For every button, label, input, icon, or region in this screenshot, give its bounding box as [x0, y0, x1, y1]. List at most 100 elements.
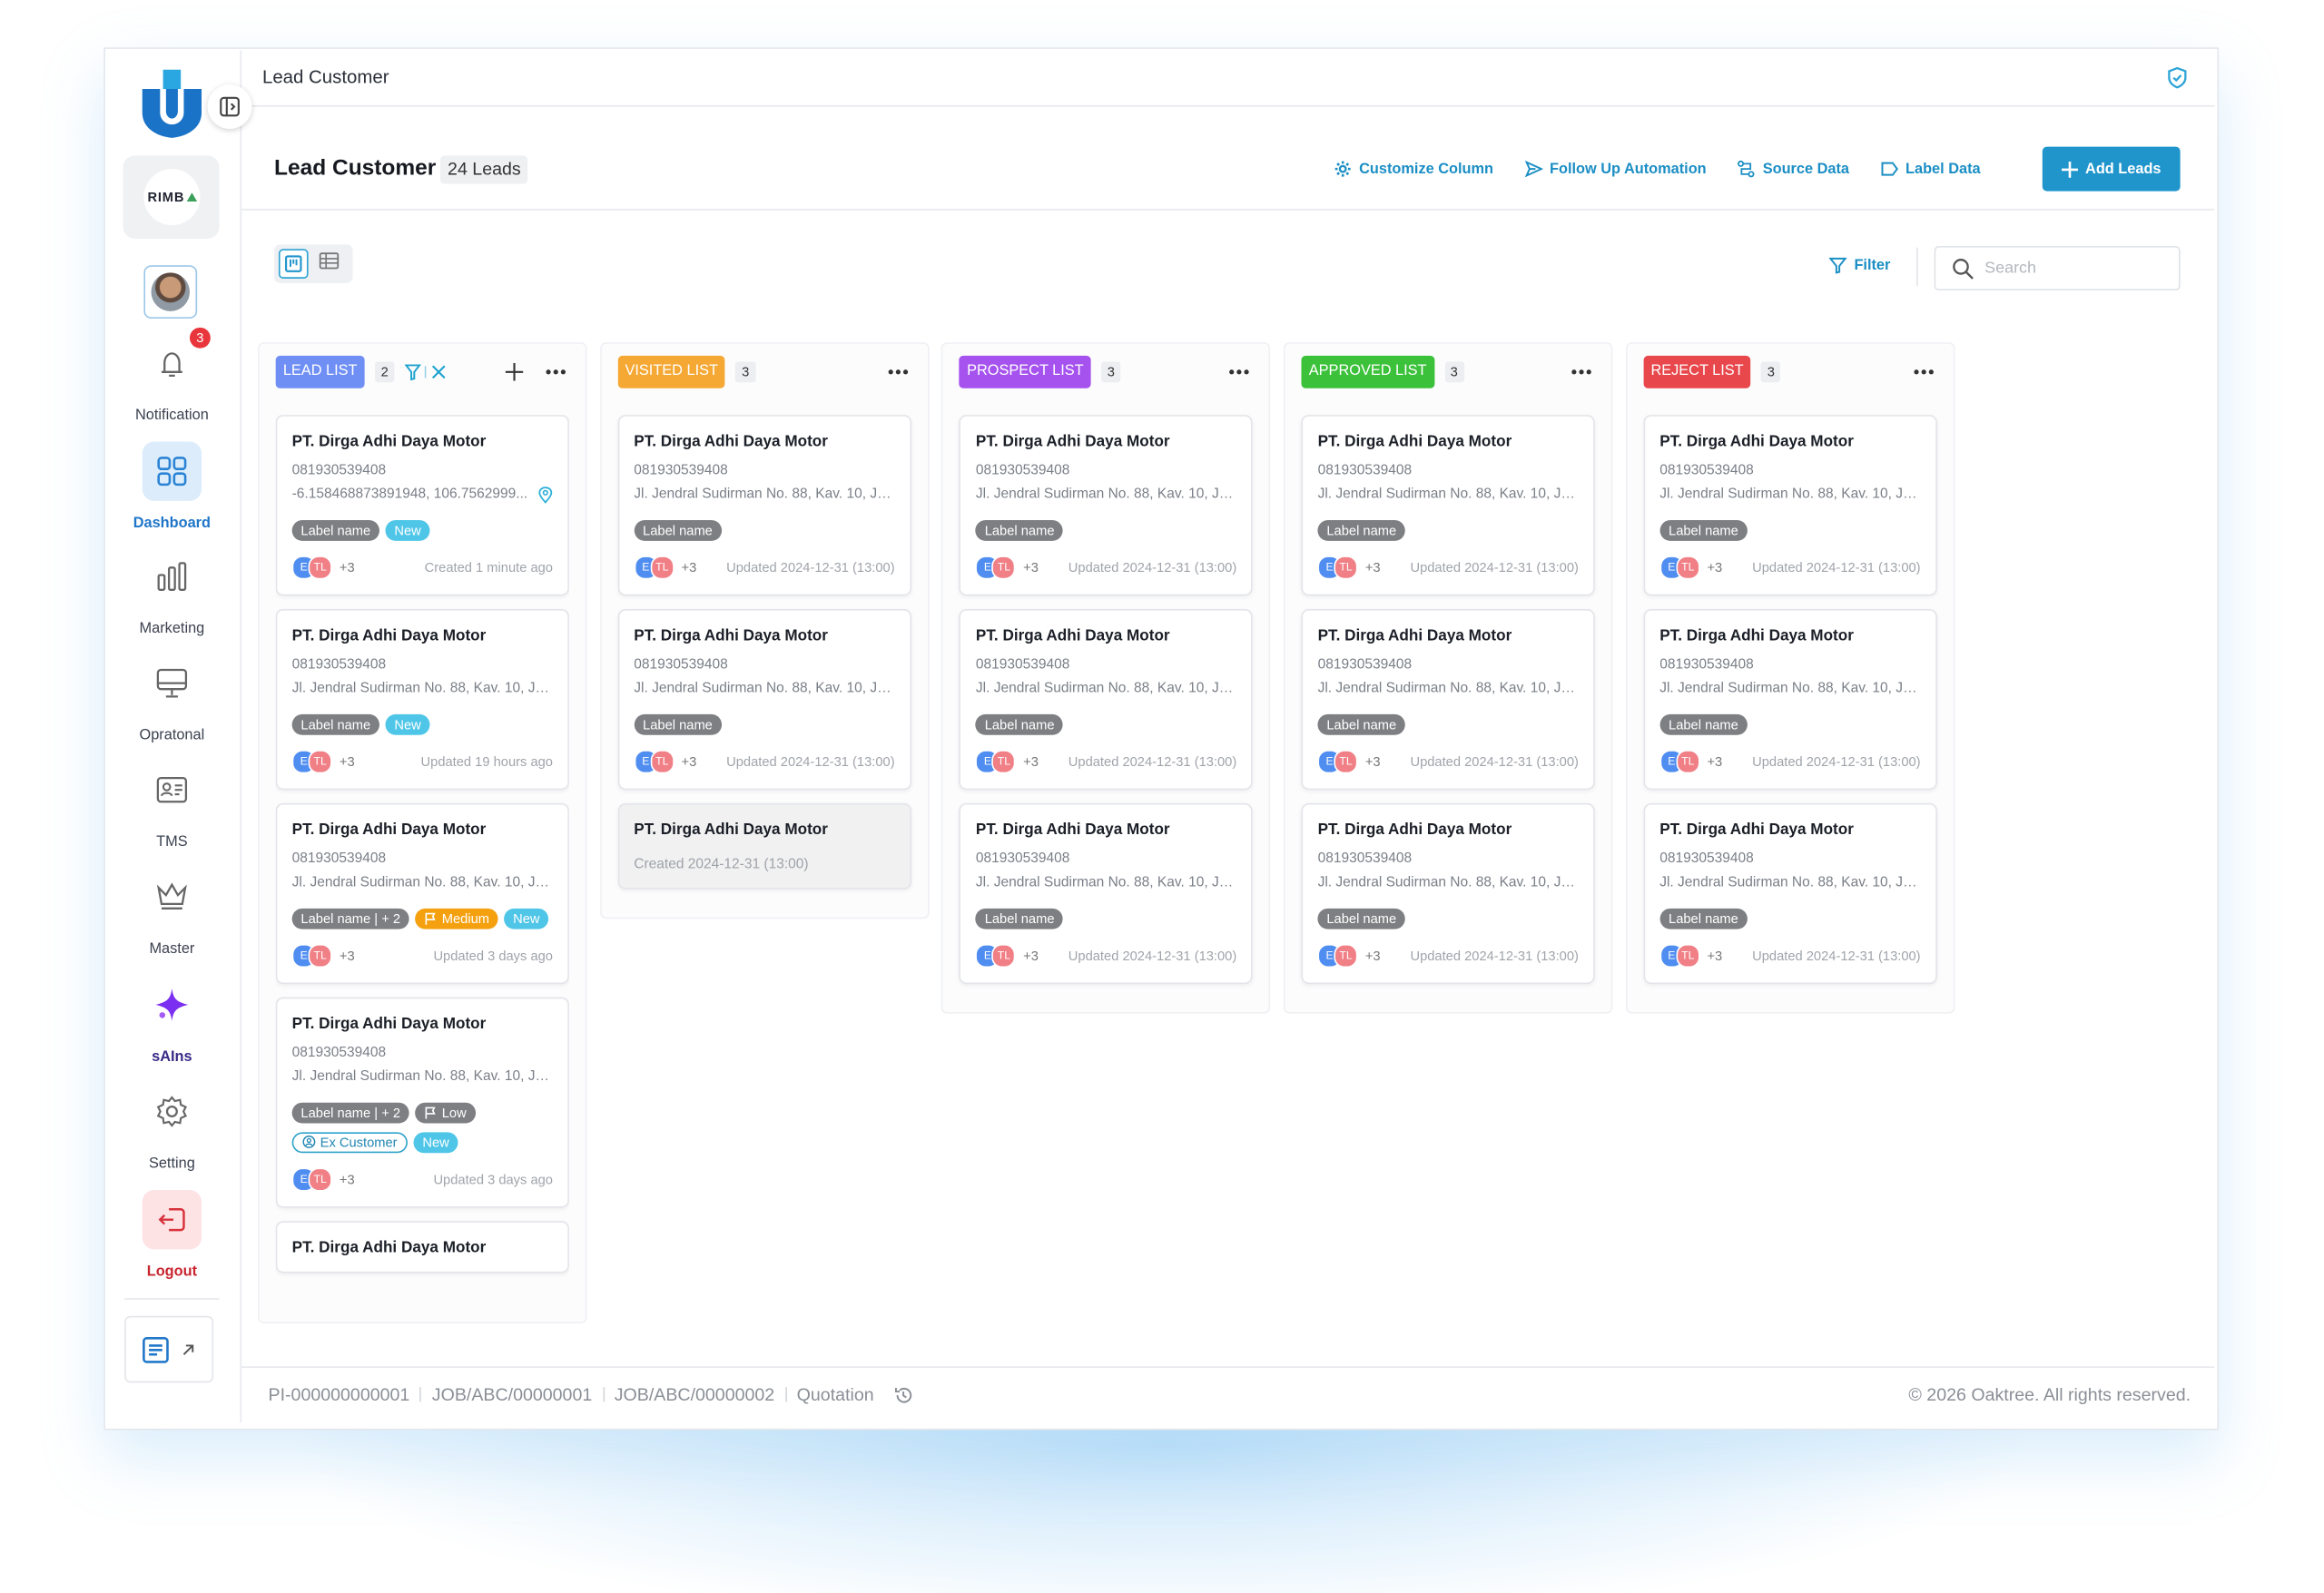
label-list: Label name	[1659, 713, 1920, 735]
add-card-button	[505, 362, 524, 381]
column-header: LEAD LIST 2	[275, 354, 569, 389]
lead-card[interactable]: PT. Dirga Adhi Daya Motor 081930539408 Jl.…	[959, 609, 1254, 791]
nav-item[interactable]: sAIns	[124, 975, 219, 1066]
main-panel	[240, 50, 2215, 1423]
address-row: Jl. Jendral Sudirman No. 88, Kav. 10, Ja…	[292, 1067, 553, 1088]
label-tag: Label name	[291, 713, 380, 735]
address: Jl. Jendral Sudirman No. 88, Kav. 10, Ja…	[1317, 680, 1579, 697]
company-name: PT. Dirga Adhi Daya Motor	[1659, 626, 1854, 645]
label-tag: Medium	[415, 908, 498, 929]
separator	[602, 1387, 605, 1402]
nav-item[interactable]: Setting	[124, 1082, 219, 1172]
icon-part	[1236, 369, 1243, 375]
toolbar-action[interactable]: Follow Up Automation	[1524, 157, 1707, 181]
label-tag: New	[385, 713, 430, 735]
label-text: Label name	[643, 717, 713, 733]
label-tag: Label name	[634, 520, 722, 541]
icon-part	[425, 1106, 436, 1119]
toolbar-action[interactable]: Label Data	[1880, 157, 1981, 181]
icon-part	[305, 1143, 313, 1146]
lead-card[interactable]: PT. Dirga Adhi Daya Motor 081930539408 Jl.…	[1301, 802, 1595, 985]
icon-part	[1828, 257, 1847, 274]
nav-item[interactable]: Notification	[124, 333, 219, 424]
timestamp: Updated 2024-12-31 (13:00)	[726, 754, 895, 770]
action-label: Follow Up Automation	[1550, 161, 1707, 178]
icon-part	[172, 472, 187, 487]
filter-icon	[1828, 257, 1847, 274]
lead-card[interactable]: PT. Dirga Adhi Daya Motor 081930539408 Jl.…	[1301, 609, 1595, 791]
icon-part	[1914, 369, 1919, 375]
table-view-button[interactable]	[319, 251, 340, 277]
card-footer: E TL +3 Updated 2024-12-31 (13:00)	[1317, 748, 1579, 774]
lead-card[interactable]: PT. Dirga Adhi Daya Motor 081930539408 Jl.…	[275, 997, 569, 1208]
nav-icon-box	[142, 441, 202, 501]
board-column: LEAD LIST 2 PT. Dirga Adhi Daya Motor 08193…	[258, 342, 587, 1323]
card-footer: E TL +3 Updated 2024-12-31 (13:00)	[1659, 555, 1921, 581]
address: -6.158468873891948, 106.7562999...	[291, 486, 528, 503]
icon-part	[302, 1136, 316, 1148]
nav-item[interactable]: Dashboard	[124, 441, 219, 533]
card-footer: E TL +3 Updated 19 hours ago	[291, 748, 553, 774]
card-footer: E TL +3 Updated 2024-12-31 (13:00)	[1317, 942, 1579, 969]
action-label: Label Data	[1905, 161, 1981, 178]
action-label: Customize Column	[1359, 161, 1493, 178]
lead-card[interactable]: PT. Dirga Adhi Daya Motor 081930539408 Jl.…	[1643, 609, 1937, 791]
label-tag: Label name	[975, 520, 1064, 541]
board-column: REJECT LIST 3 PT. Dirga Adhi Daya Motor 081…	[1625, 342, 1955, 1014]
card-footer: E TL +3 Updated 2024-12-31 (13:00)	[975, 942, 1237, 969]
lead-card[interactable]: PT. Dirga Adhi Daya Motor 081930539408 Jl.…	[959, 415, 1254, 596]
lead-card[interactable]: PT. Dirga Adhi Daya Motor Created 2024-12…	[617, 802, 911, 890]
timestamp: Updated 2024-12-31 (13:00)	[1068, 560, 1237, 575]
nav-item[interactable]: Master	[124, 867, 219, 958]
timestamp: Created 2024-12-31 (13:00)	[634, 856, 809, 873]
collapse-button[interactable]	[207, 84, 252, 130]
lead-card[interactable]: PT. Dirga Adhi Daya Motor 081930539408 -6.…	[275, 415, 569, 596]
docs-button[interactable]	[124, 1315, 214, 1383]
icon-part	[1738, 160, 1745, 167]
plus-icon	[2061, 161, 2078, 178]
icon-part	[161, 352, 182, 378]
nav-item[interactable]: Opratonal	[124, 654, 219, 744]
lead-card[interactable]: PT. Dirga Adhi Daya Motor 081930539408 Jl.…	[1643, 802, 1937, 985]
lead-card[interactable]: PT. Dirga Adhi Daya Motor 081930539408 Jl.…	[617, 609, 911, 791]
label-tag: Label name	[1659, 908, 1748, 929]
lead-card[interactable]: PT. Dirga Adhi Daya Motor 081930539408 Jl.…	[275, 609, 569, 791]
search-box[interactable]: Search	[1934, 246, 2181, 290]
lead-card[interactable]: PT. Dirga Adhi Daya Motor 081930539408 Jl.…	[1643, 415, 1937, 596]
lead-card[interactable]: PT. Dirga Adhi Daya Motor 081930539408 Jl.…	[959, 802, 1254, 985]
label-tag: New	[385, 520, 430, 541]
icon-part	[1953, 258, 1969, 274]
toolbar-action[interactable]: Source Data	[1738, 157, 1849, 181]
nav-item[interactable]: TMS	[124, 761, 219, 851]
icon-part	[432, 365, 446, 379]
icon-part	[1571, 369, 1591, 375]
filter-button[interactable]: Filter	[1828, 256, 1890, 274]
label-text: New	[394, 717, 421, 733]
company-name: PT. Dirga Adhi Daya Motor	[1659, 432, 1854, 451]
toolbar-action[interactable]: Customize Column	[1334, 157, 1493, 181]
profile[interactable]	[143, 265, 198, 320]
column-menu	[1913, 369, 1934, 376]
kanban-view-button[interactable]	[278, 249, 309, 279]
timestamp: Updated 2024-12-31 (13:00)	[1068, 948, 1237, 964]
more-assignees: +3	[1364, 754, 1381, 770]
nav-label: Dashboard	[133, 516, 212, 533]
lead-card[interactable]: PT. Dirga Adhi Daya Motor	[275, 1221, 569, 1273]
address-row: Jl. Jendral Sudirman No. 88, Kav. 10, Ja…	[634, 679, 894, 700]
lead-card[interactable]: PT. Dirga Adhi Daya Motor 081930539408 Jl.…	[617, 415, 911, 596]
label-text: Label name | + 2	[300, 911, 401, 927]
nav-label: Master	[149, 940, 195, 958]
nav-item[interactable]: Logout	[124, 1190, 219, 1281]
icon-part	[156, 776, 188, 803]
address: Jl. Jendral Sudirman No. 88, Kav. 10, Ja…	[634, 680, 895, 697]
add-leads-button[interactable]: Add Leads	[2042, 146, 2181, 192]
icon-part	[546, 369, 566, 375]
column-title: REJECT LIST	[1643, 355, 1751, 388]
lead-card[interactable]: PT. Dirga Adhi Daya Motor 081930539408 Jl.…	[1301, 415, 1595, 596]
column-menu	[1229, 369, 1250, 376]
action-icon	[1738, 160, 1756, 178]
nav-icon	[155, 560, 188, 593]
lead-card[interactable]: PT. Dirga Adhi Daya Motor 081930539408 Jl.…	[275, 802, 569, 985]
nav-item[interactable]: Marketing	[124, 546, 219, 637]
card-footer: E TL +3 Updated 2024-12-31 (13:00)	[975, 555, 1237, 581]
